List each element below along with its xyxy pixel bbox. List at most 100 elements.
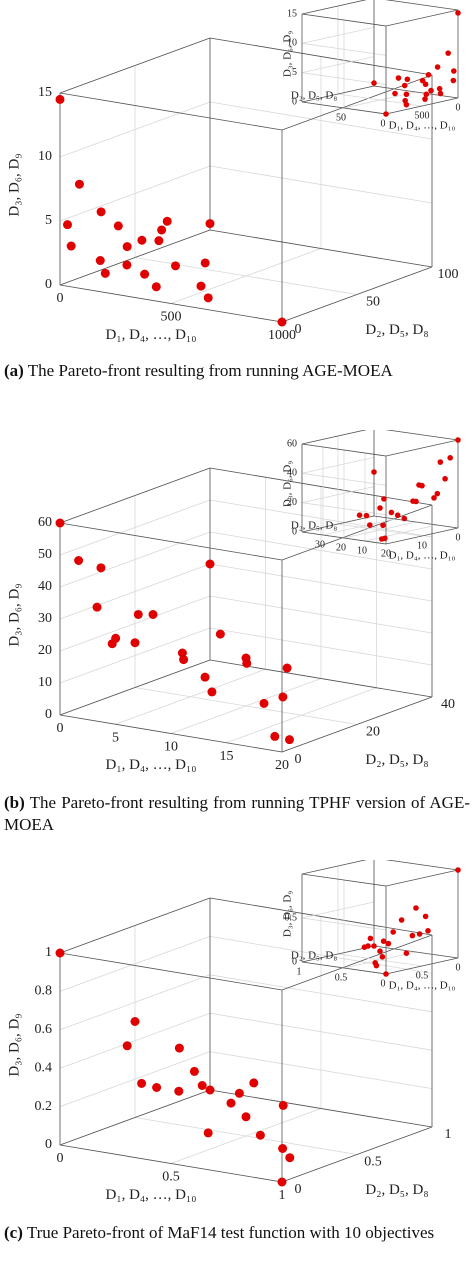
z-tick-label: 1 <box>45 945 52 960</box>
box-edge <box>281 266 433 323</box>
grid-line <box>301 917 387 931</box>
point <box>74 179 84 189</box>
point <box>226 1098 236 1108</box>
point <box>137 1078 147 1088</box>
z-tick-label: 60 <box>287 438 297 449</box>
grid-line <box>59 499 211 556</box>
point <box>451 68 457 74</box>
box-edge <box>301 443 387 457</box>
z-tick-label: 40 <box>38 579 52 594</box>
z-tick-label: 0 <box>45 277 52 292</box>
point <box>100 268 110 278</box>
point <box>249 1078 259 1088</box>
point <box>215 629 225 639</box>
y-tick-label: 0 <box>381 118 386 129</box>
x-axis-label: D₁, D₄, …, D₁₀ <box>389 980 456 992</box>
point <box>380 522 386 529</box>
z-tick-label: 0 <box>292 96 297 107</box>
box-edge <box>385 97 459 115</box>
z-tick-label: 0.5 <box>285 912 298 923</box>
z-tick-label: 0 <box>45 707 52 722</box>
box-edge <box>301 531 387 545</box>
point <box>401 82 408 89</box>
x-tick-label: 10 <box>417 540 427 551</box>
point <box>174 1043 184 1053</box>
x-tick-label: 20 <box>381 548 391 559</box>
point <box>437 459 444 465</box>
point <box>200 672 210 682</box>
z-tick-label: 50 <box>38 547 52 562</box>
x-tick-label: 20 <box>275 758 289 773</box>
point <box>122 242 132 252</box>
point <box>416 931 423 937</box>
point <box>282 663 292 673</box>
y-tick-label: 20 <box>336 542 346 553</box>
x-tick-label: 10 <box>164 740 178 755</box>
point <box>278 692 288 702</box>
box-edge <box>385 957 459 975</box>
point <box>55 948 65 958</box>
grid-line <box>343 521 417 539</box>
x-axis-label: D₁, D₄, …, D₁₀ <box>106 1187 197 1203</box>
point <box>74 556 84 565</box>
box-edge <box>301 515 375 533</box>
point <box>157 225 167 235</box>
y-tick-label: 10 <box>357 545 367 556</box>
y-tick-label: 0 <box>295 1182 302 1197</box>
box-edge <box>301 430 367 445</box>
point <box>363 512 370 519</box>
point <box>205 1085 215 1095</box>
box-edge <box>59 714 283 753</box>
grid-line <box>209 499 433 538</box>
point <box>383 971 389 977</box>
z-tick-label: 0 <box>292 956 297 967</box>
point <box>403 91 410 98</box>
point <box>137 235 147 245</box>
point <box>377 948 383 954</box>
point <box>92 602 102 612</box>
point <box>356 512 363 518</box>
box-edge <box>385 527 459 545</box>
z-tick-label: 0.6 <box>35 1022 53 1037</box>
grid-line <box>209 101 433 140</box>
z-tick-label: 30 <box>38 611 52 626</box>
point <box>367 935 374 942</box>
grid-line <box>301 901 375 919</box>
point <box>285 735 294 745</box>
box-edge <box>385 9 459 27</box>
point <box>428 87 434 94</box>
point <box>394 512 401 519</box>
y-axis-label: D₂, D₅, D₈ <box>291 90 338 102</box>
point <box>111 633 121 643</box>
box-edge <box>301 860 367 875</box>
x-tick-label: 500 <box>415 110 430 121</box>
point <box>277 1177 287 1187</box>
box-edge <box>209 37 433 76</box>
box-edge <box>301 945 375 963</box>
point <box>455 437 461 443</box>
y-tick-label: 0.5 <box>335 972 348 983</box>
grid-line <box>343 951 417 969</box>
point <box>422 96 428 102</box>
point <box>278 1100 288 1110</box>
grid-line <box>59 1012 211 1069</box>
point <box>445 50 451 56</box>
grid-line <box>209 595 433 634</box>
z-tick-label: 0.4 <box>35 1060 53 1075</box>
point <box>277 317 287 327</box>
point <box>63 220 72 230</box>
x-tick-label: 0 <box>57 291 64 306</box>
x-tick-label: 1000 <box>268 328 296 343</box>
point <box>403 101 410 108</box>
x-tick-label: 0.5 <box>162 1170 180 1185</box>
point <box>122 260 132 270</box>
point <box>113 221 123 231</box>
y-tick-label: 100 <box>438 267 459 282</box>
point <box>55 518 65 528</box>
grid-line <box>209 531 433 570</box>
grid-line <box>59 974 211 1031</box>
point <box>413 905 419 911</box>
point <box>419 77 426 84</box>
point <box>409 932 416 939</box>
